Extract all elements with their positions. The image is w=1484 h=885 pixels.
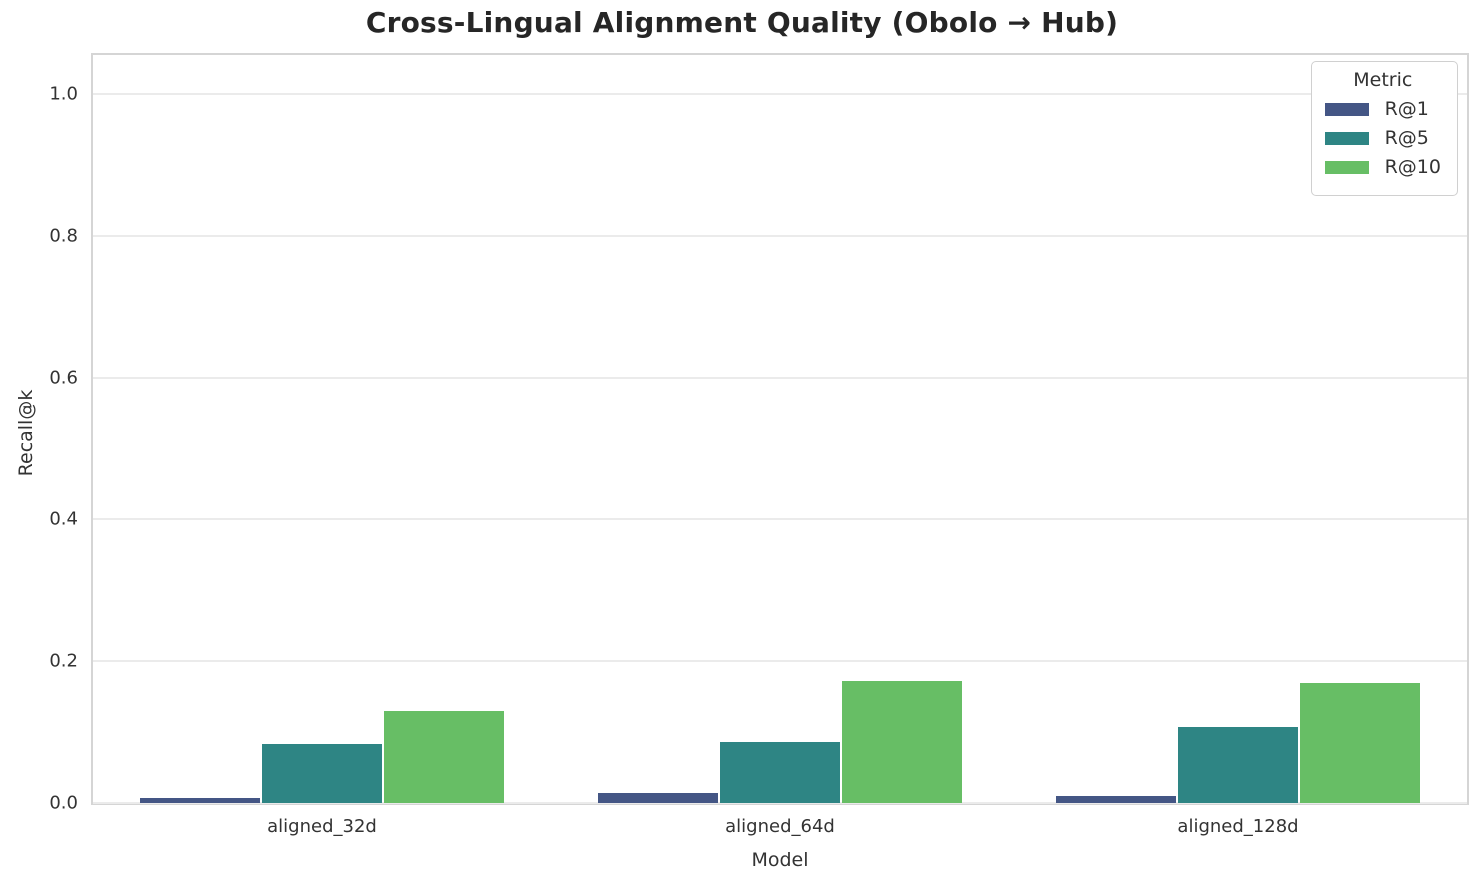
y-tick-label: 1.0	[49, 83, 78, 105]
legend-label: R@5	[1384, 127, 1429, 149]
plot-area: Metric R@1 R@5 R@10	[91, 53, 1469, 805]
x-tick-label-aligned_32d: aligned_32d	[267, 816, 377, 837]
y-tick-label: 0.4	[49, 508, 78, 530]
y-tick-label: 0.0	[49, 792, 78, 814]
bar-aligned_32d-R@5	[262, 744, 382, 803]
chart-title: Cross-Lingual Alignment Quality (Obolo →…	[365, 6, 1119, 39]
bar-aligned_32d-R@1	[140, 798, 260, 803]
legend-swatch-icon	[1324, 131, 1369, 145]
x-tick-label-aligned_128d: aligned_128d	[1177, 816, 1299, 837]
y-axis-label: Recall@k	[15, 389, 37, 477]
gridline-y-0.4	[93, 518, 1467, 521]
bar-aligned_32d-R@10	[384, 710, 504, 803]
gridline-y-0.2	[93, 660, 1467, 663]
x-tick-label-aligned_64d: aligned_64d	[725, 816, 835, 837]
bar-group-aligned_128d	[1055, 55, 1421, 803]
legend-label: R@1	[1384, 98, 1429, 120]
bar-aligned_128d-R@10	[1300, 683, 1420, 803]
gridline-y-0.6	[93, 376, 1467, 379]
x-axis-label: Model	[751, 849, 809, 871]
legend-label: R@10	[1384, 156, 1441, 178]
gridline-y-0.0	[93, 802, 1467, 804]
y-tick-label: 0.8	[49, 225, 78, 247]
legend-entry-R@5: R@5	[1324, 127, 1441, 149]
y-tick-label: 0.6	[49, 367, 78, 389]
bar-aligned_64d-R@5	[720, 742, 840, 803]
bar-group-aligned_32d	[139, 55, 505, 803]
bar-aligned_64d-R@1	[598, 793, 718, 803]
legend-title: Metric	[1353, 69, 1413, 91]
legend-swatch-icon	[1324, 102, 1369, 116]
gridline-y-0.8	[93, 234, 1467, 237]
gridline-y-1.0	[93, 93, 1467, 95]
bar-aligned_64d-R@10	[842, 681, 962, 803]
bar-group-aligned_64d	[597, 55, 963, 803]
legend-entries: R@1 R@5 R@10	[1324, 98, 1441, 178]
bar-aligned_128d-R@5	[1178, 727, 1298, 803]
legend-swatch-icon	[1324, 160, 1369, 174]
bar-aligned_128d-R@1	[1056, 795, 1176, 803]
legend-entry-R@1: R@1	[1324, 98, 1441, 120]
y-tick-label: 0.2	[49, 650, 78, 672]
legend-entry-R@10: R@10	[1324, 156, 1441, 178]
legend: Metric R@1 R@5 R@10	[1310, 61, 1458, 196]
